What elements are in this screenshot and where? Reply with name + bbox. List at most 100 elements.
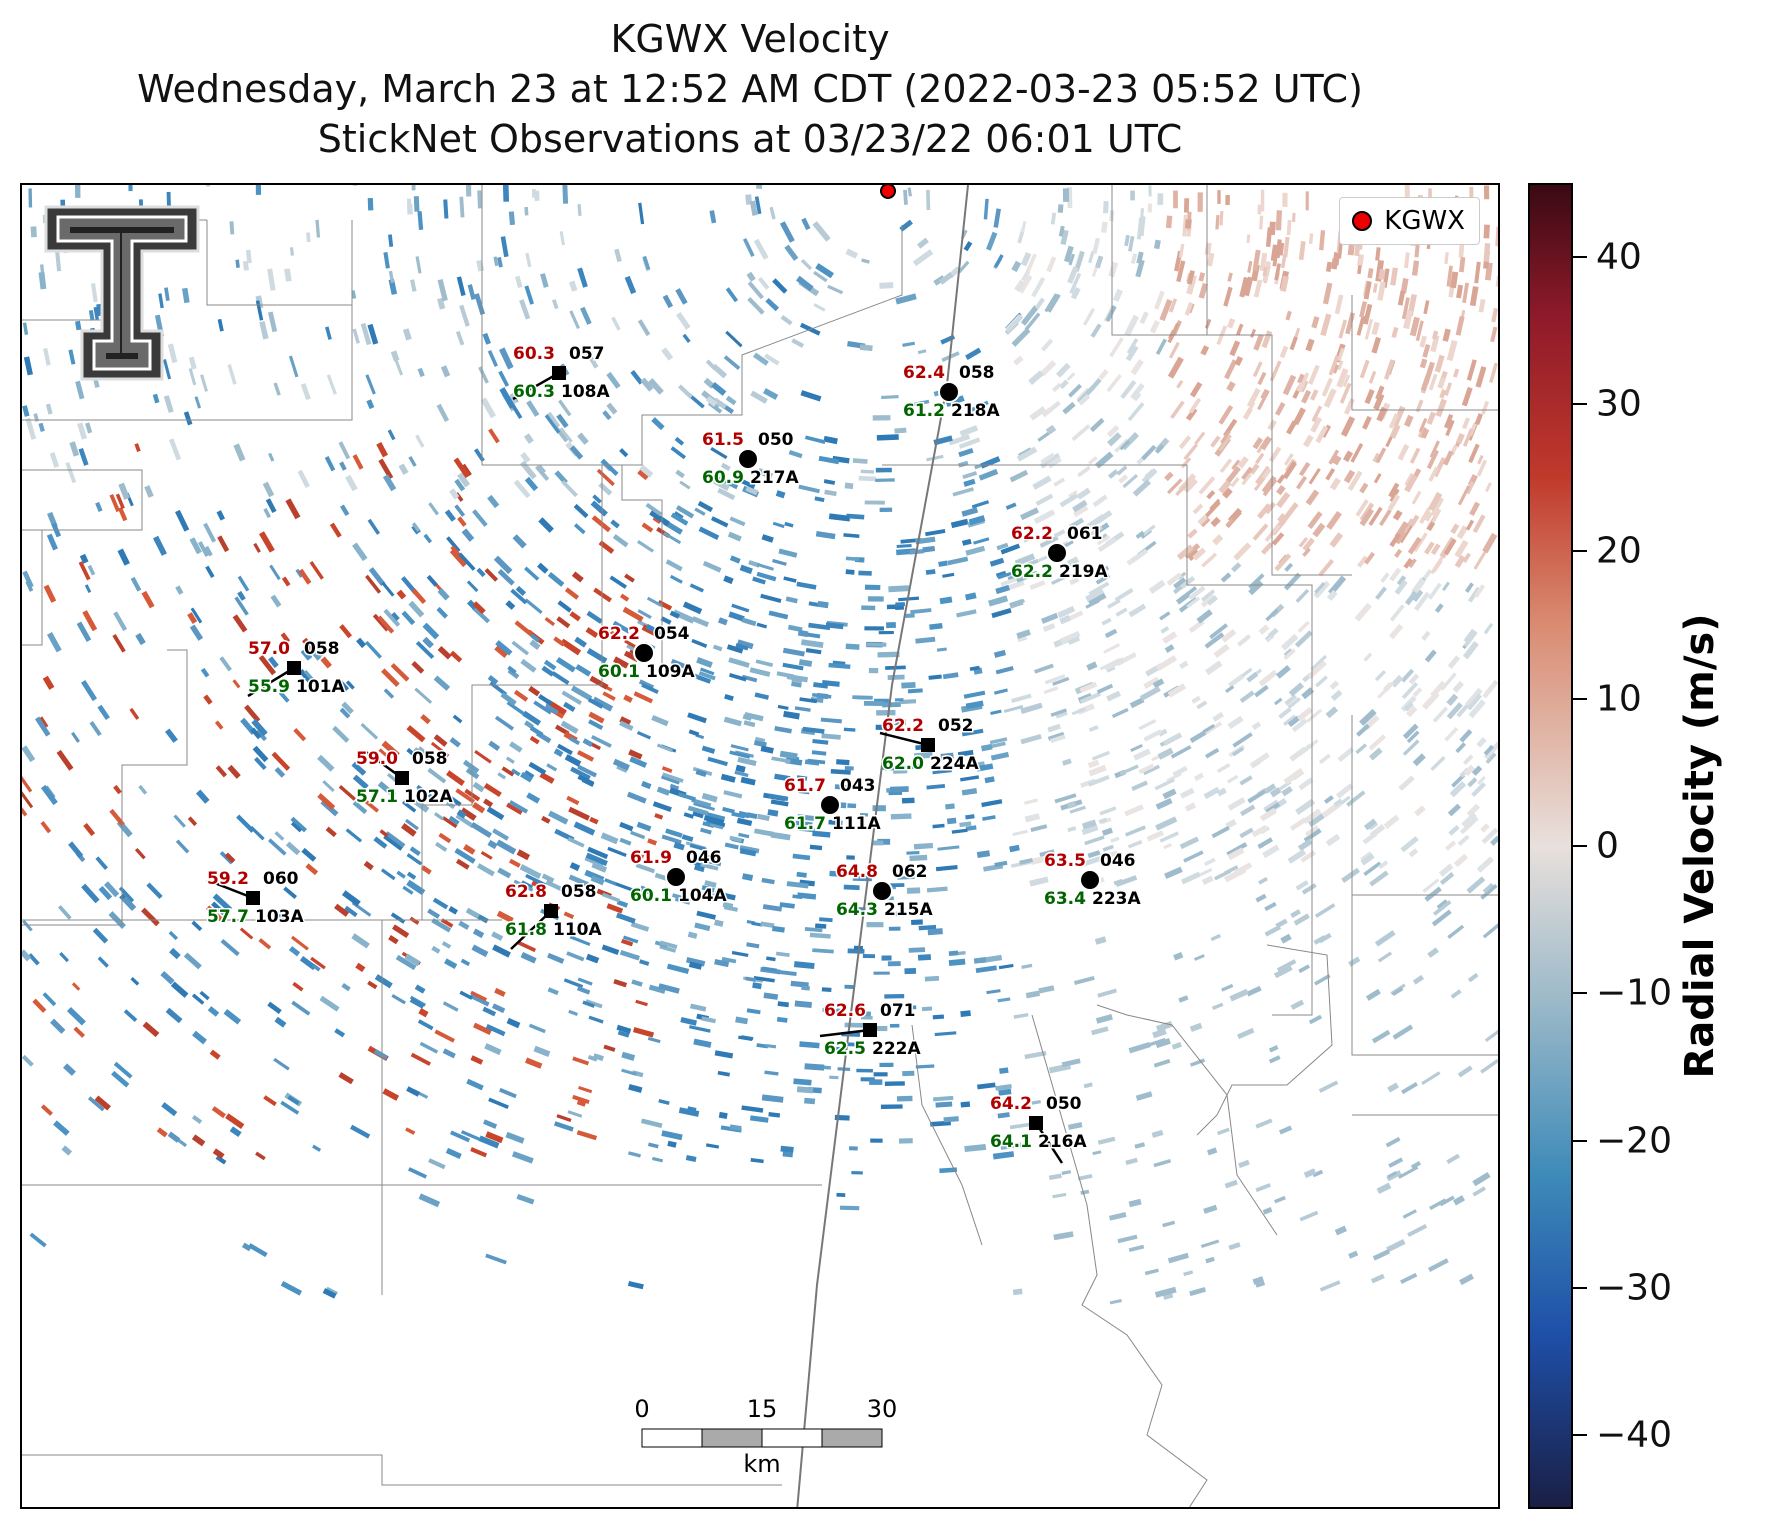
station-102A[interactable]: 59.0 058 57.1 102A bbox=[355, 748, 455, 809]
calm-wind-circle bbox=[938, 381, 960, 403]
station-wind-direction: 062 bbox=[892, 862, 928, 882]
station-110A[interactable]: 62.8 058 61.8 110A bbox=[504, 881, 604, 950]
station-marker bbox=[921, 738, 935, 752]
station-id: 104A bbox=[678, 886, 727, 906]
map-overlay: 0 15 30 km 60.3 057 60.3 108A 62.4 058 61.2 218… bbox=[22, 185, 1498, 1507]
station-id: 109A bbox=[646, 662, 695, 682]
map-legend: KGWX bbox=[1339, 197, 1480, 245]
station-dewpoint: 64.3 bbox=[836, 900, 878, 920]
station-id: 111A bbox=[832, 814, 881, 834]
station-id: 224A bbox=[930, 754, 979, 774]
station-wind-direction: 071 bbox=[880, 1001, 916, 1021]
station-id: 219A bbox=[1059, 562, 1108, 582]
station-109A[interactable]: 62.2 054 60.1 109A bbox=[597, 623, 697, 684]
station-temperature: 61.7 bbox=[784, 776, 826, 796]
station-217A[interactable]: 61.5 050 60.9 217A bbox=[701, 429, 801, 490]
station-id: 101A bbox=[296, 677, 345, 697]
calm-wind-circle bbox=[1046, 542, 1068, 564]
station-temperature: 62.6 bbox=[824, 1001, 866, 1021]
highway bbox=[796, 185, 969, 1507]
station-dewpoint: 61.8 bbox=[505, 920, 547, 940]
station-wind-direction: 043 bbox=[840, 776, 876, 796]
station-id: 223A bbox=[1092, 889, 1141, 909]
calm-wind-circle bbox=[819, 794, 841, 816]
calm-wind-circle bbox=[737, 448, 759, 470]
station-temperature: 61.9 bbox=[630, 848, 672, 868]
title-line2: Wednesday, March 23 at 12:52 AM CDT (202… bbox=[137, 67, 1363, 111]
station-temperature: 57.0 bbox=[248, 639, 290, 659]
scale-bar: 0 15 30 km bbox=[634, 1395, 897, 1478]
station-temperature: 62.2 bbox=[598, 624, 640, 644]
radar-site-legend-icon bbox=[1352, 211, 1373, 231]
station-marker bbox=[246, 891, 260, 905]
colorbar bbox=[1528, 183, 1573, 1509]
station-id: 216A bbox=[1038, 1132, 1087, 1152]
legend-label: KGWX bbox=[1384, 206, 1465, 236]
colorbar-tick bbox=[1573, 1287, 1587, 1289]
station-marker bbox=[552, 366, 566, 380]
station-id: 103A bbox=[255, 907, 304, 927]
radar-map[interactable]: 0 15 30 km 60.3 057 60.3 108A 62.4 058 61.2 218… bbox=[20, 183, 1500, 1509]
station-223A[interactable]: 63.5 046 63.4 223A bbox=[1043, 850, 1143, 911]
station-wind-direction: 058 bbox=[304, 639, 340, 659]
station-218A[interactable]: 62.4 058 61.2 218A bbox=[902, 362, 1002, 423]
title-line3: StickNet Observations at 03/23/22 06:01 … bbox=[317, 117, 1183, 161]
station-dewpoint: 57.7 bbox=[207, 907, 249, 927]
station-103A[interactable]: 59.2 060 57.7 103A bbox=[206, 868, 306, 929]
county-borders bbox=[22, 185, 1498, 1507]
colorbar-title: Radial Velocity (m/s) bbox=[1677, 613, 1723, 1079]
station-temperature: 62.2 bbox=[1011, 524, 1053, 544]
station-id: 110A bbox=[553, 920, 602, 940]
station-marker bbox=[544, 904, 558, 918]
colorbar-tick bbox=[1573, 403, 1587, 405]
station-wind-direction: 058 bbox=[959, 363, 995, 383]
station-wind-direction: 061 bbox=[1067, 524, 1103, 544]
station-111A[interactable]: 61.7 043 61.7 111A bbox=[783, 775, 883, 836]
station-temperature: 63.5 bbox=[1044, 851, 1086, 871]
colorbar-tick bbox=[1573, 992, 1587, 995]
station-224A[interactable]: 62.2 052 62.0 224A bbox=[879, 715, 981, 776]
station-id: 222A bbox=[872, 1039, 921, 1059]
station-temperature: 59.0 bbox=[356, 749, 398, 769]
colorbar-tick-label: −40 bbox=[1596, 1414, 1672, 1456]
colorbar-tick bbox=[1573, 1434, 1587, 1437]
station-101A[interactable]: 57.0 058 55.9 101A bbox=[247, 638, 347, 699]
station-temperature: 59.2 bbox=[207, 869, 249, 889]
station-id: 218A bbox=[951, 401, 1000, 421]
station-wind-direction: 046 bbox=[686, 848, 722, 868]
colorbar-tick bbox=[1573, 697, 1587, 700]
station-104A[interactable]: 61.9 046 60.1 104A bbox=[629, 847, 729, 908]
colorbar-tick-label: 20 bbox=[1596, 530, 1642, 572]
station-216A[interactable]: 64.2 050 64.1 216A bbox=[989, 1093, 1089, 1164]
station-dewpoint: 62.5 bbox=[824, 1039, 866, 1059]
radar-site-marker[interactable] bbox=[880, 185, 896, 199]
station-dewpoint: 61.7 bbox=[784, 814, 826, 834]
station-temperature: 64.2 bbox=[990, 1094, 1032, 1114]
station-dewpoint: 62.2 bbox=[1011, 562, 1053, 582]
colorbar-tick-label: 10 bbox=[1596, 678, 1642, 720]
scale-unit: km bbox=[743, 1450, 780, 1478]
station-wind-direction: 058 bbox=[412, 749, 448, 769]
calm-wind-circle bbox=[1079, 869, 1101, 891]
station-temperature: 64.8 bbox=[836, 862, 878, 882]
station-marker bbox=[395, 771, 409, 785]
station-215A[interactable]: 64.8 062 64.3 215A bbox=[835, 861, 935, 922]
station-dewpoint: 64.1 bbox=[990, 1132, 1032, 1152]
station-id: 102A bbox=[404, 787, 453, 807]
station-222A[interactable]: 62.6 071 62.5 222A bbox=[819, 1000, 923, 1061]
scale-label-30: 30 bbox=[867, 1395, 898, 1423]
station-temperature: 62.8 bbox=[505, 882, 547, 902]
station-dewpoint: 60.1 bbox=[598, 662, 640, 682]
wind-barb bbox=[512, 371, 560, 401]
station-dewpoint: 60.9 bbox=[702, 468, 744, 488]
station-wind-direction: 046 bbox=[1100, 851, 1136, 871]
colorbar-tick-label: −10 bbox=[1596, 972, 1672, 1014]
station-temperature: 62.4 bbox=[903, 363, 945, 383]
station-temperature: 62.2 bbox=[882, 716, 924, 736]
station-dewpoint: 60.1 bbox=[630, 886, 672, 906]
station-108A[interactable]: 60.3 057 60.3 108A bbox=[512, 343, 612, 404]
station-219A[interactable]: 62.2 061 62.2 219A bbox=[1010, 523, 1110, 584]
colorbar-tick bbox=[1573, 255, 1587, 258]
station-marker bbox=[287, 661, 301, 675]
calm-wind-circle bbox=[665, 866, 687, 888]
